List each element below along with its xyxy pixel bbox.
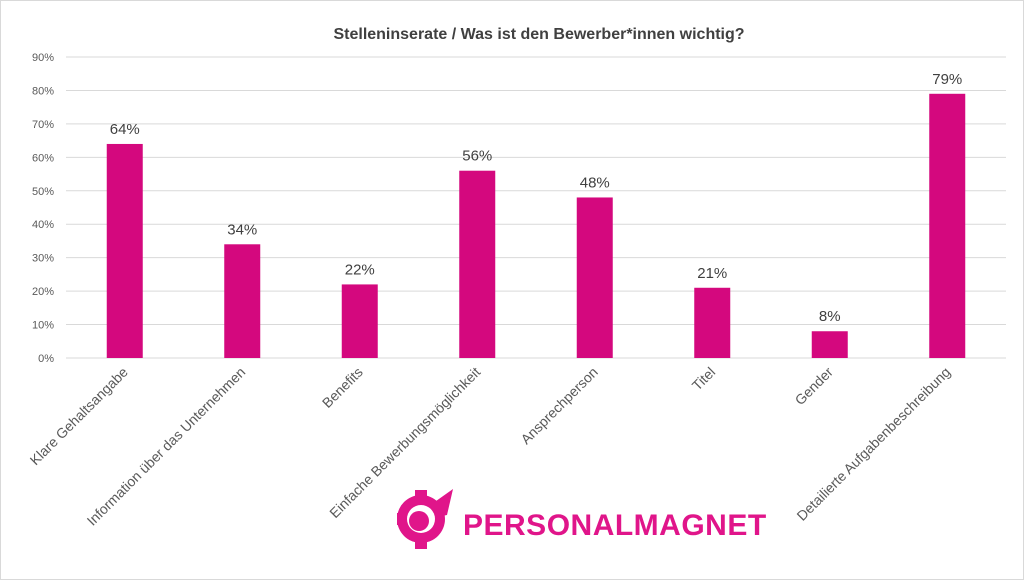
data-label: 64% — [110, 121, 140, 138]
bar — [106, 143, 143, 358]
x-tick-label: Benefits — [319, 364, 366, 411]
bar — [929, 93, 966, 359]
data-label: 21% — [697, 265, 727, 282]
data-label: 34% — [227, 221, 257, 238]
data-label: 56% — [462, 148, 492, 165]
bar — [341, 284, 378, 358]
x-tick-label: Titel — [689, 364, 719, 394]
data-label: 79% — [932, 71, 962, 88]
y-tick-label: 10% — [32, 320, 54, 332]
data-label: 48% — [580, 174, 610, 191]
y-tick-label: 70% — [32, 119, 54, 131]
personalmagnet-logo: PERSONALMAGNET — [397, 489, 767, 549]
y-tick-label: 90% — [32, 52, 54, 64]
y-tick-label: 40% — [32, 219, 54, 231]
chart-title: Stelleninserate / Was ist den Bewerber*i… — [333, 26, 744, 43]
x-tick-label: Ansprechperson — [517, 364, 600, 447]
x-tick-label: Klare Gehaltsangabe — [27, 364, 131, 468]
y-tick-label: 30% — [32, 253, 54, 265]
y-tick-label: 50% — [32, 186, 54, 198]
y-tick-label: 80% — [32, 85, 54, 97]
gear-rocket-icon — [397, 489, 453, 549]
logo-text: PERSONALMAGNET — [463, 509, 767, 542]
bar — [224, 244, 261, 358]
data-label: 22% — [345, 261, 375, 278]
y-tick-label: 20% — [32, 286, 54, 298]
bar — [694, 287, 731, 358]
data-label: 8% — [819, 308, 841, 325]
bar — [459, 170, 496, 358]
bar — [576, 197, 613, 358]
y-tick-label: 0% — [38, 353, 54, 365]
bar — [811, 331, 848, 358]
y-tick-label: 60% — [32, 152, 54, 164]
x-tick-label: Gender — [792, 364, 837, 409]
